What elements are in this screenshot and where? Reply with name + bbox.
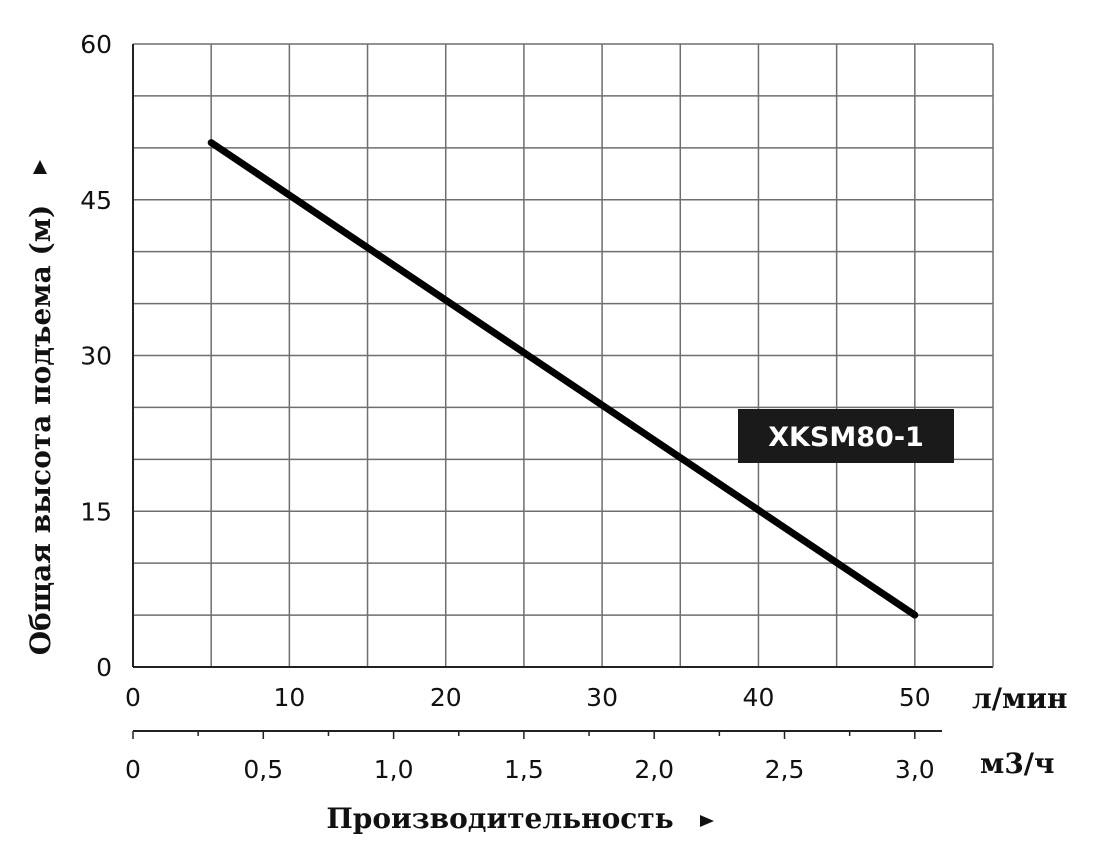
flow-lpm-tick-label: 40 [743, 683, 775, 712]
flow-m3h-tick-label: 1,0 [374, 755, 414, 784]
flow-lpm-unit: л/мин [972, 682, 1068, 715]
flow-m3h-tick-label: 2,5 [765, 755, 805, 784]
series-line-xksm80-1 [207, 139, 919, 619]
flow-lpm-tick-label: 20 [430, 683, 462, 712]
flow-m3h-tick-labels: 0 0,5 1,0 1,5 2,0 2,5 3,0 [125, 755, 935, 784]
series-group [207, 139, 919, 619]
y-tick-label: 15 [80, 497, 112, 526]
y-tick-labels: 0 15 30 45 60 [80, 30, 112, 682]
y-tick-label: 0 [96, 653, 112, 682]
flow-m3h-tick-label: 3,0 [895, 755, 935, 784]
flow-lpm-tick-label: 50 [899, 683, 931, 712]
axes [132, 44, 994, 739]
y-axis-title: Общая высота подъема (м) [24, 205, 57, 656]
flow-lpm-tick-label: 10 [273, 683, 305, 712]
flow-m3h-tick-label: 0 [125, 755, 141, 784]
grid [133, 43, 993, 667]
flow-lpm-tick-labels: 0 10 20 30 40 50 [125, 683, 931, 712]
series-label: XKSM80-1 [768, 422, 924, 453]
x-axis-arrow-icon [700, 815, 714, 827]
flow-m3h-unit: м3/ч [980, 747, 1055, 780]
flow-m3h-tick-label: 1,5 [504, 755, 544, 784]
x-axis-title: Производительность [326, 802, 673, 835]
y-tick-label: 60 [80, 30, 112, 59]
flow-m3h-tick-label: 0,5 [243, 755, 283, 784]
flow-m3h-tick-label: 2,0 [634, 755, 674, 784]
series-label-box: XKSM80-1 [738, 409, 954, 463]
flow-lpm-tick-label: 0 [125, 683, 141, 712]
y-tick-label: 30 [80, 342, 112, 371]
y-tick-label: 45 [80, 186, 112, 215]
flow-lpm-tick-label: 30 [586, 683, 618, 712]
y-axis-arrow-icon [33, 160, 47, 174]
